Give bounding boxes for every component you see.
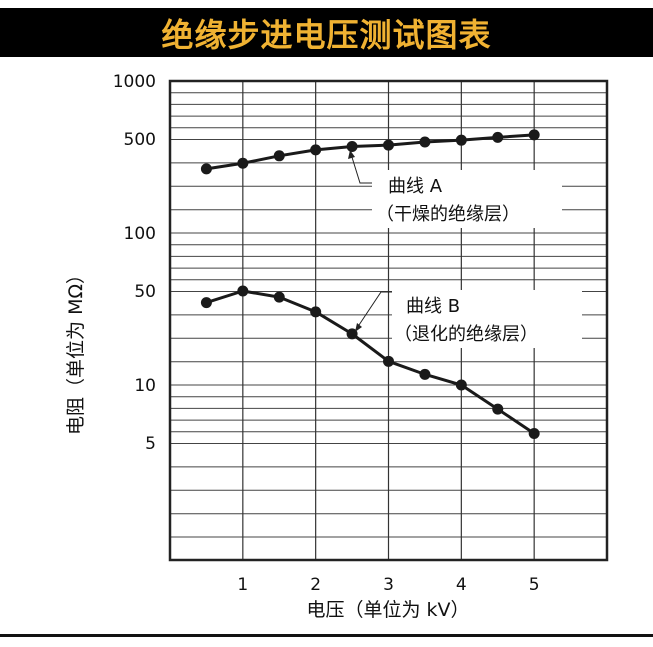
- data-point: [273, 150, 285, 162]
- y-tick-label: 500: [124, 130, 156, 150]
- data-point: [200, 163, 212, 175]
- plot-frame: [168, 79, 609, 562]
- data-point: [237, 285, 249, 297]
- data-point: [310, 306, 322, 318]
- data-point: [492, 131, 504, 143]
- y-tick-label: 1000: [113, 72, 156, 92]
- x-tick-label: 1: [237, 575, 248, 595]
- y-tick-label: 5: [145, 434, 156, 454]
- data-point: [383, 139, 394, 151]
- x-axis-label: 电压（单位为 kV）: [306, 599, 469, 621]
- series-line-a: [206, 133, 535, 171]
- title-bar: 绝缘步进电压测试图表: [0, 8, 653, 57]
- data-point: [383, 355, 394, 367]
- series-annotation-b: （退化的绝缘层）: [394, 324, 538, 345]
- data-point: [528, 129, 540, 141]
- arrow-head-a: [348, 150, 355, 159]
- data-point: [455, 134, 467, 146]
- x-tick-label: 4: [456, 575, 467, 595]
- data-point: [455, 379, 467, 391]
- y-tick-label: 100: [124, 224, 156, 244]
- data-point: [346, 140, 358, 152]
- series-label-b: 曲线 B: [406, 296, 460, 317]
- chart-title: 绝缘步进电压测试图表: [161, 15, 492, 54]
- series-line-b: [205, 289, 536, 435]
- series-label-a: 曲线 A: [388, 176, 443, 197]
- series-annotation-a: （干燥的绝缘层）: [376, 204, 520, 225]
- x-tick-label: 5: [529, 575, 540, 595]
- data-point: [419, 368, 431, 380]
- x-tick-label: 3: [383, 575, 394, 595]
- data-point: [273, 291, 285, 303]
- y-axis-label: 电阻（单位为 MΩ）: [65, 265, 87, 435]
- data-point: [200, 297, 212, 309]
- data-point: [492, 403, 504, 415]
- leader-line-b: [356, 291, 392, 329]
- data-point: [237, 157, 249, 169]
- annotation-bg-a: [372, 170, 562, 228]
- data-point: [419, 136, 431, 148]
- annotation-bg-b: [392, 290, 582, 348]
- data-point: [528, 428, 540, 440]
- data-point: [310, 144, 322, 156]
- data-point: [346, 328, 358, 340]
- arrow-head-b: [355, 323, 362, 332]
- bottom-divider: [0, 634, 653, 637]
- x-tick-label: 2: [310, 575, 321, 595]
- leader-line-a: [350, 153, 372, 184]
- y-tick-label: 10: [134, 376, 156, 396]
- y-tick-label: 50: [134, 282, 156, 302]
